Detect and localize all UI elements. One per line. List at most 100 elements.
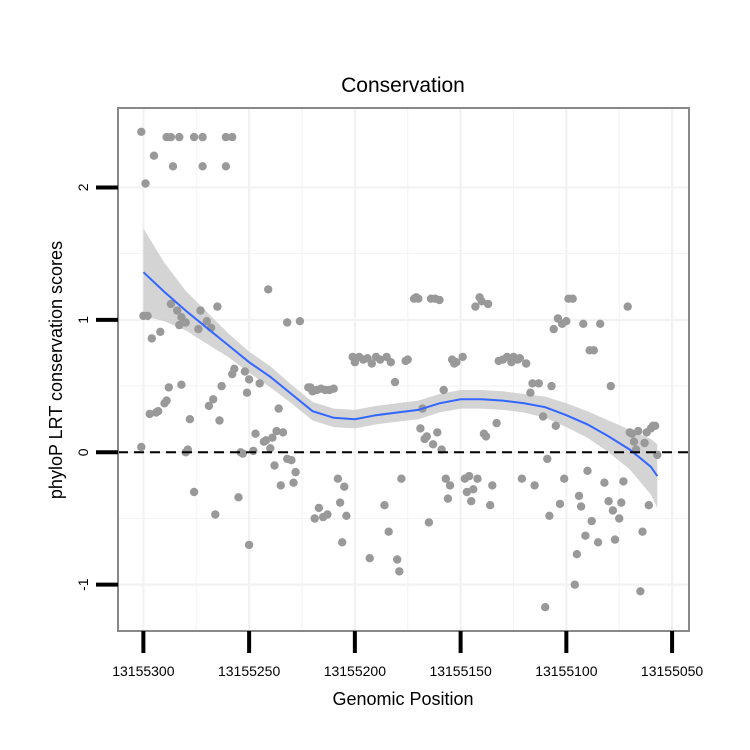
data-point (587, 516, 596, 526)
data-point (640, 438, 649, 448)
data-point (397, 474, 406, 483)
data-point (570, 580, 579, 589)
data-point (276, 481, 285, 490)
data-point (545, 511, 554, 520)
data-point (173, 306, 182, 315)
data-point (221, 132, 231, 142)
data-point (386, 358, 395, 367)
data-point (619, 477, 628, 486)
data-point (141, 179, 150, 188)
data-point (528, 379, 537, 388)
x-tick-label: 13155150 (429, 663, 492, 679)
data-point (549, 324, 558, 334)
data-point (270, 461, 279, 470)
x-tick-label: 13155300 (112, 663, 175, 679)
axes: 13155300 13155250 13155200 13155150 13155100… (75, 183, 703, 679)
data-point (149, 151, 159, 160)
data-point (147, 334, 156, 343)
data-point (422, 432, 431, 441)
data-point (538, 412, 548, 421)
data-point (469, 485, 478, 494)
data-point (579, 319, 588, 328)
data-point (443, 494, 453, 503)
data-point (395, 567, 404, 576)
data-point (166, 132, 176, 142)
data-point (249, 446, 258, 456)
data-point (335, 498, 345, 507)
data-point (310, 514, 319, 523)
data-point (287, 456, 296, 465)
data-point (202, 317, 211, 326)
data-point (255, 379, 264, 388)
data-point (439, 385, 448, 395)
data-point (189, 487, 199, 497)
data-point (289, 478, 298, 487)
data-point (572, 550, 582, 559)
data-point (617, 498, 626, 507)
data-point (329, 384, 338, 393)
data-point (145, 409, 154, 419)
data-point (251, 429, 260, 438)
grid-lines (118, 108, 689, 631)
data-point (261, 436, 271, 445)
data-point (543, 454, 552, 464)
chart-title: Conservation (341, 74, 465, 97)
data-point (583, 466, 592, 475)
data-point (445, 481, 455, 490)
data-point (196, 306, 205, 315)
data-point (473, 474, 482, 483)
data-point (562, 317, 571, 326)
data-point (242, 388, 252, 397)
data-point (522, 359, 531, 368)
data-point (471, 302, 480, 311)
data-point (416, 424, 425, 433)
data-point (154, 407, 163, 416)
data-point (555, 499, 565, 509)
data-point (593, 538, 603, 547)
smooth-fit-line (142, 271, 659, 477)
data-point (488, 481, 497, 490)
data-point (414, 294, 423, 303)
data-point (244, 375, 254, 384)
data-point (486, 501, 495, 510)
data-point (574, 491, 584, 501)
y-tick-label: 1 (75, 316, 91, 324)
data-point (211, 510, 220, 519)
data-point (515, 354, 524, 363)
data-point (606, 381, 615, 391)
data-point (589, 346, 598, 355)
data-point (380, 501, 389, 510)
scatter-points (137, 127, 662, 612)
data-point (390, 377, 400, 387)
data-point (177, 380, 186, 389)
data-point (230, 364, 239, 373)
data-point (217, 381, 226, 391)
data-point (240, 367, 250, 376)
data-point (483, 299, 493, 309)
data-point (166, 299, 176, 309)
data-point (198, 162, 207, 171)
data-point (137, 442, 146, 452)
data-point (189, 132, 199, 142)
y-tick-label: 2 (75, 183, 91, 191)
data-point (530, 481, 539, 490)
data-point (600, 478, 609, 487)
data-point (467, 497, 476, 506)
data-point (644, 501, 653, 510)
panel-border (117, 107, 690, 632)
data-point (168, 162, 178, 171)
data-point (560, 474, 569, 483)
data-point (283, 318, 292, 327)
data-point (464, 471, 474, 481)
data-point (526, 388, 535, 397)
data-point (547, 381, 556, 391)
data-point (629, 437, 639, 446)
data-point (581, 531, 590, 540)
data-point (634, 426, 643, 436)
data-point (477, 297, 486, 306)
data-point (636, 587, 645, 596)
data-point (272, 426, 281, 436)
data-point (424, 518, 434, 527)
data-point (604, 497, 613, 506)
